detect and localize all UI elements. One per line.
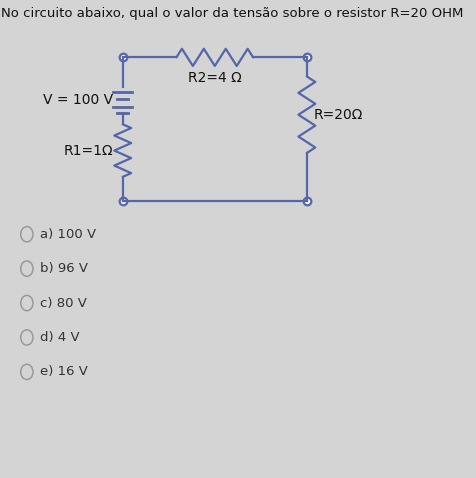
- Text: d) 4 V: d) 4 V: [40, 331, 80, 344]
- Text: R2=4 Ω: R2=4 Ω: [188, 71, 241, 85]
- Text: e) 16 V: e) 16 V: [40, 365, 88, 379]
- Text: V = 100 V: V = 100 V: [43, 93, 113, 108]
- Text: c) 80 V: c) 80 V: [40, 296, 87, 310]
- Text: R=20Ω: R=20Ω: [313, 108, 362, 122]
- Text: a) 100 V: a) 100 V: [40, 228, 96, 241]
- Text: R1=1Ω: R1=1Ω: [63, 143, 113, 158]
- Text: No circuito abaixo, qual o valor da tensão sobre o resistor R=20 OHM: No circuito abaixo, qual o valor da tens…: [1, 7, 462, 20]
- Text: b) 96 V: b) 96 V: [40, 262, 88, 275]
